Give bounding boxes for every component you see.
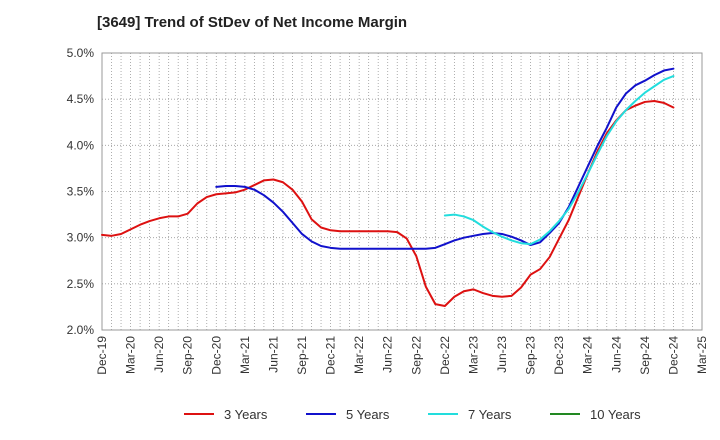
x-tick-label: Mar-21 bbox=[238, 336, 252, 374]
legend-label-10-years: 10 Years bbox=[590, 407, 641, 422]
x-tick-label: Jun-21 bbox=[266, 336, 280, 373]
y-tick-label: 3.0% bbox=[67, 231, 95, 245]
x-tick-label: Dec-23 bbox=[552, 336, 566, 375]
legend-label-7-years: 7 Years bbox=[468, 407, 512, 422]
y-tick-label: 5.0% bbox=[67, 46, 95, 60]
y-tick-label: 4.5% bbox=[67, 92, 95, 106]
x-tick-label: Dec-24 bbox=[666, 336, 680, 375]
y-tick-label: 4.0% bbox=[67, 138, 95, 152]
x-tick-label: Dec-19 bbox=[95, 336, 109, 375]
series-line-3-years bbox=[101, 100, 675, 307]
x-tick-label: Sep-23 bbox=[524, 336, 538, 375]
x-tick-label: Jun-23 bbox=[495, 336, 509, 373]
y-tick-label: 2.5% bbox=[67, 277, 95, 291]
x-tick-label: Sep-21 bbox=[295, 336, 309, 375]
y-tick-label: 3.5% bbox=[67, 185, 95, 199]
x-tick-label: Jun-22 bbox=[381, 336, 395, 373]
x-tick-label: Mar-25 bbox=[695, 336, 709, 374]
chart-title: [3649] Trend of StDev of Net Income Marg… bbox=[97, 14, 408, 31]
x-tick-label: Dec-22 bbox=[438, 336, 452, 375]
series-line-7-years bbox=[443, 75, 675, 246]
x-tick-label: Mar-22 bbox=[352, 336, 366, 374]
x-tick-label: Jun-24 bbox=[609, 336, 623, 373]
x-tick-label: Sep-24 bbox=[638, 336, 652, 375]
legend-label-3-years: 3 Years bbox=[224, 407, 268, 422]
x-tick-label: Dec-21 bbox=[324, 336, 338, 375]
x-tick-label: Dec-20 bbox=[209, 336, 223, 375]
y-tick-label: 2.0% bbox=[67, 323, 95, 337]
legend-label-5-years: 5 Years bbox=[346, 407, 390, 422]
x-tick-label: Sep-22 bbox=[409, 336, 423, 375]
x-tick-label: Sep-20 bbox=[181, 336, 195, 375]
x-tick-label: Mar-20 bbox=[124, 336, 138, 374]
x-tick-label: Mar-24 bbox=[581, 336, 595, 374]
x-tick-label: Mar-23 bbox=[466, 336, 480, 374]
series-line-5-years bbox=[215, 67, 675, 250]
x-tick-label: Jun-20 bbox=[152, 336, 166, 373]
